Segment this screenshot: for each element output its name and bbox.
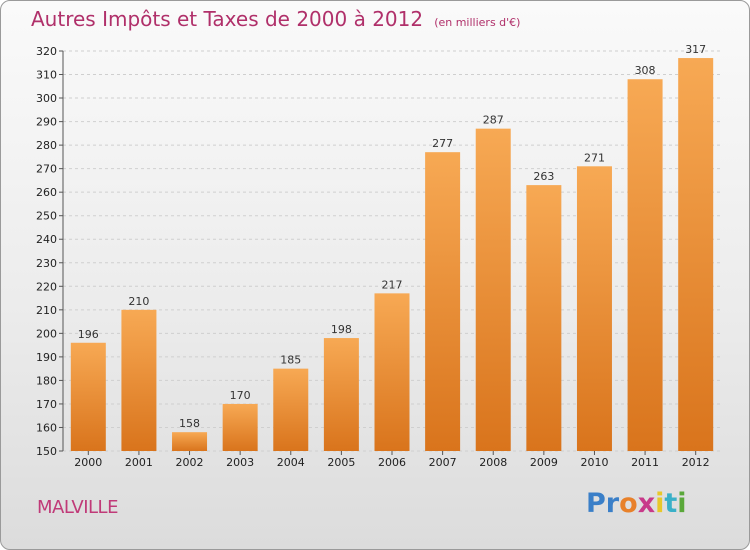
y-tick-label: 290 xyxy=(36,116,57,129)
bars: 196 210 158 170 185 198 217 277 287 263 271 308 317 xyxy=(70,43,714,452)
logo-letter: r xyxy=(605,488,620,519)
logo-letter: P xyxy=(586,488,606,519)
x-tick-label-2000: 2000 xyxy=(74,456,102,469)
value-label-2007: 277 xyxy=(432,137,453,150)
x-tick-label-2012: 2012 xyxy=(682,456,710,469)
value-label-2008: 287 xyxy=(483,114,504,127)
y-tick-label: 160 xyxy=(36,421,57,434)
y-tick-label: 300 xyxy=(36,92,57,105)
logo-letter: o xyxy=(619,488,638,519)
x-tick-label-2009: 2009 xyxy=(530,456,558,469)
x-tick-label-2008: 2008 xyxy=(479,456,507,469)
value-label-2009: 263 xyxy=(533,170,554,183)
x-axis: 2000 2001 2002 2003 2004 2005 2006 2007 2008 2009… xyxy=(74,451,710,469)
proxiti-logo[interactable]: Proxiti xyxy=(586,488,687,519)
y-tick-label: 320 xyxy=(36,45,57,58)
bar-2002 xyxy=(172,432,208,451)
bar-2000 xyxy=(70,342,106,451)
y-tick-label: 310 xyxy=(36,69,57,82)
y-tick-label: 270 xyxy=(36,163,57,176)
y-tick-label: 230 xyxy=(36,257,57,270)
chart-title: Autres Impôts et Taxes de 2000 à 2012 (e… xyxy=(31,7,520,31)
value-label-2001: 210 xyxy=(128,295,149,308)
bar-2009 xyxy=(526,185,562,451)
x-tick-label-2004: 2004 xyxy=(277,456,305,469)
y-tick-label: 240 xyxy=(36,233,57,246)
value-label-2002: 158 xyxy=(179,417,200,430)
value-label-2004: 185 xyxy=(280,354,301,367)
y-tick-label: 260 xyxy=(36,186,57,199)
x-tick-label-2007: 2007 xyxy=(429,456,457,469)
value-label-2012: 317 xyxy=(685,43,706,56)
logo-letter: i xyxy=(677,488,687,519)
bar-2004 xyxy=(273,368,309,451)
value-label-2003: 170 xyxy=(230,389,251,402)
value-label-2005: 198 xyxy=(331,323,352,336)
x-tick-label-2002: 2002 xyxy=(176,456,204,469)
bar-2001 xyxy=(121,309,157,451)
town-name: MALVILLE xyxy=(37,497,118,518)
x-tick-label-2005: 2005 xyxy=(327,456,355,469)
x-tick-label-2006: 2006 xyxy=(378,456,406,469)
value-label-2010: 271 xyxy=(584,151,605,164)
bar-2011 xyxy=(627,79,663,451)
value-label-2006: 217 xyxy=(382,278,403,291)
value-label-2011: 308 xyxy=(635,64,656,77)
x-tick-label-2003: 2003 xyxy=(226,456,254,469)
bar-2007 xyxy=(425,152,461,452)
logo-letter: i xyxy=(655,488,665,519)
bar-2012 xyxy=(678,58,714,451)
logo-letter: x xyxy=(637,488,656,519)
x-tick-label-2011: 2011 xyxy=(631,456,659,469)
x-tick-label-2001: 2001 xyxy=(125,456,153,469)
y-tick-label: 200 xyxy=(36,327,57,340)
y-axis: 150 160 170 180 190 200 210 220 230 240 250 260 270 2… xyxy=(36,45,64,458)
value-label-2000: 196 xyxy=(78,328,99,341)
title-text: Autres Impôts et Taxes de 2000 à 2012 xyxy=(31,7,424,31)
y-tick-label: 190 xyxy=(36,351,57,364)
y-tick-label: 250 xyxy=(36,210,57,223)
bar-2006 xyxy=(374,293,410,451)
y-tick-label: 280 xyxy=(36,139,57,152)
y-tick-label: 170 xyxy=(36,398,57,411)
bar-2003 xyxy=(222,403,258,451)
logo-letter: t xyxy=(664,488,678,519)
y-tick-label: 150 xyxy=(36,445,57,458)
x-tick-label-2010: 2010 xyxy=(580,456,608,469)
bar-2010 xyxy=(576,166,612,451)
y-tick-label: 180 xyxy=(36,374,57,387)
subtitle-text: (en milliers d'€) xyxy=(434,16,521,29)
bar-2008 xyxy=(475,128,511,451)
bar-2005 xyxy=(323,338,359,451)
y-tick-label: 210 xyxy=(36,304,57,317)
y-tick-label: 220 xyxy=(36,280,57,293)
